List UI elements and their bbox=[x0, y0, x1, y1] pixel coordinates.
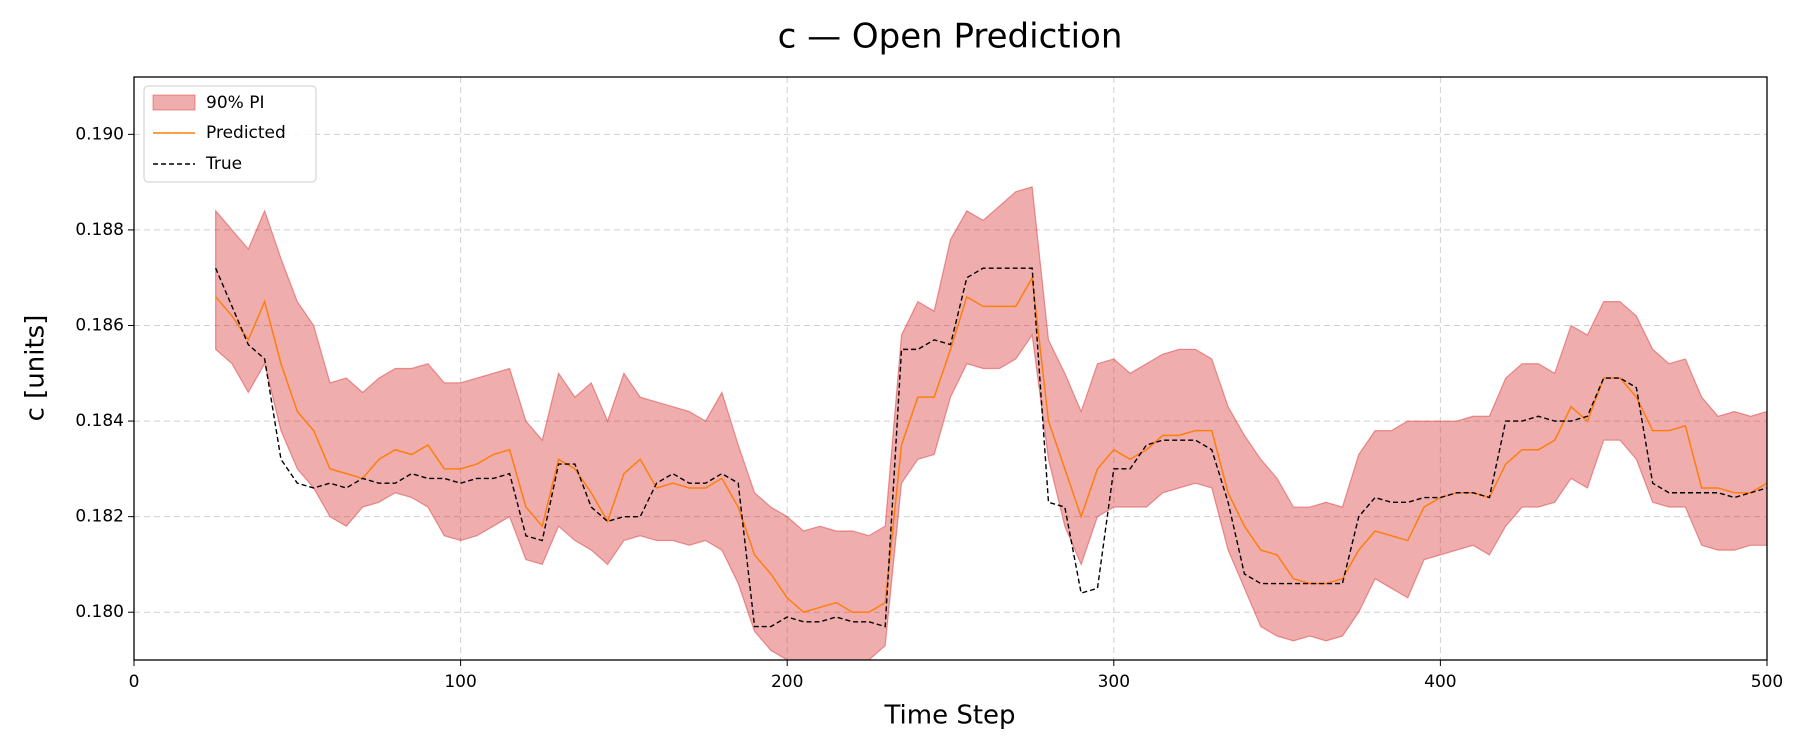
y-tick-label: 0.182 bbox=[75, 507, 124, 527]
series-line bbox=[215, 267, 1767, 628]
y-tick-label: 0.188 bbox=[75, 220, 124, 240]
x-tick-label: 400 bbox=[1424, 672, 1456, 692]
y-tick-label: 0.190 bbox=[75, 124, 124, 144]
legend-label: 90% PI bbox=[206, 93, 264, 113]
legend: 90% PI Predicted True bbox=[143, 85, 317, 183]
x-tick-label: 100 bbox=[444, 672, 476, 692]
y-tick-label: 0.180 bbox=[75, 602, 124, 622]
x-axis-label: Time Step bbox=[883, 701, 1015, 731]
legend-label: True bbox=[205, 154, 242, 174]
grid bbox=[133, 77, 1768, 660]
prediction-interval bbox=[215, 186, 1767, 660]
axes-frame bbox=[133, 76, 1768, 661]
x-tick-label: 200 bbox=[771, 672, 803, 692]
y-tick-label: 0.184 bbox=[75, 411, 124, 431]
x-tick-label: 300 bbox=[1098, 672, 1130, 692]
series-line bbox=[215, 275, 1767, 614]
legend-box bbox=[143, 85, 317, 183]
legend-swatch bbox=[152, 94, 196, 111]
legend-label: Predicted bbox=[206, 123, 286, 143]
x-tick-label: 500 bbox=[1751, 672, 1783, 692]
y-axis-label: c [units] bbox=[21, 315, 51, 422]
plot-area bbox=[215, 186, 1767, 660]
chart-title: c — Open Prediction bbox=[778, 17, 1123, 57]
axes: 0 100 200 300 400 500 0.180 0.182 0.184 0.186 0.18… bbox=[75, 124, 1783, 692]
y-tick-label: 0.186 bbox=[75, 315, 124, 335]
x-tick-label: 0 bbox=[129, 672, 140, 692]
